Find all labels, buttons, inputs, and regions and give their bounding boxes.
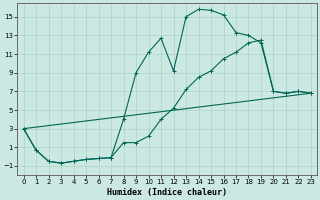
X-axis label: Humidex (Indice chaleur): Humidex (Indice chaleur) <box>107 188 227 197</box>
